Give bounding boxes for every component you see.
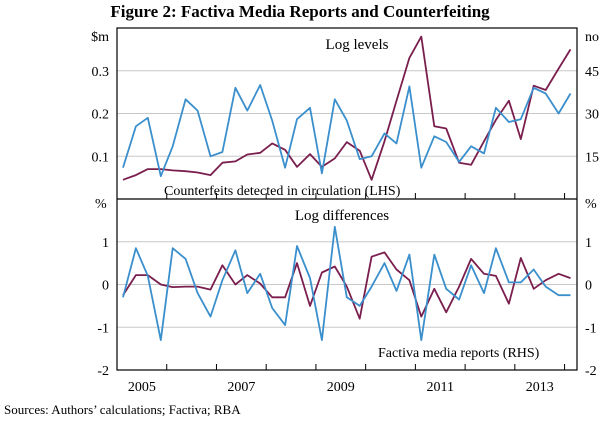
media-diff-line xyxy=(122,225,571,342)
right-unit-label: % xyxy=(585,197,597,212)
right-tick-label: 30 xyxy=(585,108,599,123)
left-tick-label: 0.2 xyxy=(92,108,110,123)
left-tick-label: -2 xyxy=(97,364,109,379)
left-tick-label: 0.3 xyxy=(92,65,110,80)
left-unit-label: % xyxy=(95,197,107,212)
x-tick-label: 2007 xyxy=(227,380,255,395)
right-tick-label: 1 xyxy=(585,236,592,251)
panel-title: Log differences xyxy=(295,208,389,224)
counterfeits-diff-line xyxy=(122,251,571,320)
x-tick-label: 2011 xyxy=(427,380,454,395)
left-tick-label: 1 xyxy=(102,236,109,251)
counterfeits-levels-line xyxy=(122,35,572,181)
left-tick-label: 0.1 xyxy=(92,150,110,165)
right-unit-label: no xyxy=(585,30,599,45)
left-tick-label: -1 xyxy=(97,321,109,336)
right-tick-label: -2 xyxy=(585,364,597,379)
left-tick-label: 0 xyxy=(102,279,109,294)
right-tick-label: 45 xyxy=(585,65,599,80)
x-tick-label: 2013 xyxy=(526,380,554,395)
right-tick-label: -1 xyxy=(585,321,597,336)
sources-note: Sources: Authors’ calculations; Factiva;… xyxy=(4,402,241,417)
right-tick-label: 0 xyxy=(585,279,592,294)
media-series-label: Factiva media reports (RHS) xyxy=(378,346,540,361)
left-unit-label: $m xyxy=(91,30,109,45)
figure-title: Figure 2: Factiva Media Reports and Coun… xyxy=(110,2,490,21)
x-tick-label: 2005 xyxy=(128,380,156,395)
media-levels-line xyxy=(122,84,572,178)
panel-title: Log levels xyxy=(326,37,389,53)
counterfeits-series-label: Counterfeits detected in circulation (LH… xyxy=(164,184,401,199)
right-tick-label: 15 xyxy=(585,150,599,165)
x-tick-label: 2009 xyxy=(327,380,355,395)
